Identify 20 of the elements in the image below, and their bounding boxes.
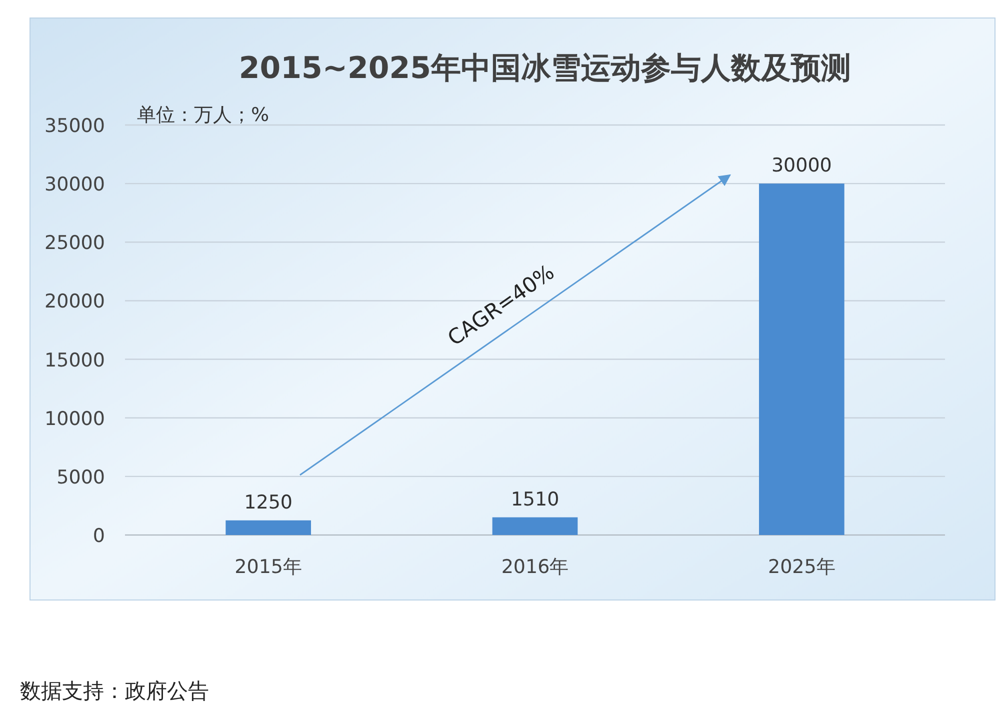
y-tick-label: 10000 xyxy=(44,408,105,430)
y-tick-label: 15000 xyxy=(44,349,105,372)
x-tick-label: 2015年 xyxy=(234,556,302,578)
x-tick-label: 2016年 xyxy=(501,556,569,578)
y-tick-label: 0 xyxy=(92,525,105,547)
y-tick-label: 25000 xyxy=(44,232,105,254)
data-label: 30000 xyxy=(771,154,832,177)
y-tick-label: 30000 xyxy=(44,174,105,196)
chart-title: 2015~2025年中国冰雪运动参与人数及预测 xyxy=(238,51,852,86)
bar xyxy=(759,184,844,535)
y-tick-label: 35000 xyxy=(44,115,105,137)
text: 数据支持：政府公告 xyxy=(20,679,209,703)
annotation: 单位：万人；% xyxy=(137,104,270,126)
bar xyxy=(226,520,311,535)
x-tick-label: 2025年 xyxy=(768,556,836,578)
y-tick-label: 20000 xyxy=(44,290,105,313)
data-label: 1250 xyxy=(244,491,293,514)
data-label: 1510 xyxy=(510,488,560,510)
y-tick-label: 5000 xyxy=(56,466,105,488)
bar xyxy=(492,517,578,535)
